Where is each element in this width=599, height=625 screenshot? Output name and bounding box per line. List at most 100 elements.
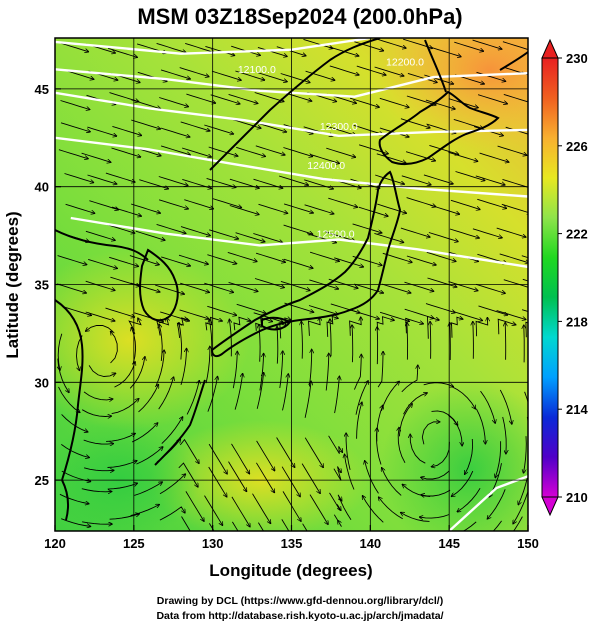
streamline [308,305,338,315]
streamline [228,93,258,103]
streamline [524,391,528,404]
streamline [354,283,383,293]
streamline [376,405,383,442]
streamline [326,147,355,157]
streamline [430,322,431,359]
streamline [304,204,334,214]
streamline [259,354,264,391]
streamline [83,391,113,400]
streamline [449,228,479,238]
streamline [352,325,353,363]
streamline [255,252,285,262]
streamline [160,69,190,79]
streamline [158,176,188,186]
streamline [186,93,215,103]
streamline [179,309,209,319]
streamline [131,99,161,109]
streamline [253,233,282,243]
streamline [420,514,450,519]
streamline [64,173,94,183]
streamline [375,174,404,184]
streamline [454,41,483,51]
streamline [231,496,250,527]
streamline [158,199,188,209]
streamline [473,322,474,359]
streamline [301,463,320,494]
streamline [475,283,505,293]
streamline [450,199,480,209]
streamline [89,200,118,210]
latitude-axis: 25 30 35 40 45 [35,82,61,488]
streamline [206,177,236,187]
y-tick-label: 25 [35,473,49,488]
streamline [87,126,116,136]
streamline [462,521,477,531]
streamline [81,409,111,417]
streamline [501,203,528,213]
honshu-coast [210,170,402,358]
streamline [308,317,321,336]
streamline [349,97,379,107]
streamline [505,126,528,135]
streamline [107,47,137,57]
streamline [205,45,234,55]
streamline [326,317,338,337]
streamline [258,522,264,531]
streamline [185,42,214,52]
shikoku-coast [261,316,292,331]
streamline [505,67,528,76]
streamline [212,198,241,208]
streamline [229,205,259,215]
streamline [301,322,302,359]
streamline [363,496,384,523]
streamline [134,482,162,496]
streamline [303,38,333,48]
streamline [58,333,63,370]
kuril-islands [499,51,528,71]
streamline [61,444,89,457]
colorbar-max-arrow [541,38,559,59]
streamline [86,324,114,333]
streamline [431,47,461,57]
streamline [505,323,506,360]
streamline [465,438,474,474]
x-tick-label: 145 [438,536,460,551]
streamline [401,365,418,393]
streamline [128,318,142,335]
streamline [421,470,450,479]
streamline [428,232,458,242]
streamline [111,399,139,415]
streamline [305,70,335,80]
streamline [178,462,198,487]
streamline [179,438,199,464]
streamline [304,179,333,189]
streamline [278,175,308,185]
streamline [328,435,343,454]
streamline [112,125,141,135]
colorbar: 230 226 222 218 214 210 [541,38,588,517]
streamline [135,230,165,240]
contour-label: 12300.0 [320,121,358,133]
streamline [111,206,141,216]
streamline [208,466,227,497]
streamline [429,144,458,154]
streamline [404,308,434,318]
streamline [138,385,159,413]
streamline [477,198,506,208]
streamline [401,175,431,185]
streamline [58,149,88,159]
streamline [374,232,403,242]
streamline [258,203,288,213]
streamline [235,70,264,80]
streamline [450,323,451,361]
height-contour-line [55,38,371,55]
streamline [256,440,275,471]
streamline [57,255,87,265]
streamline [497,318,516,335]
streamline [487,489,506,519]
streamline [155,350,164,386]
streamline [304,381,311,418]
streamline [328,197,357,207]
streamline [156,42,186,52]
hokkaido-coast [378,90,500,166]
